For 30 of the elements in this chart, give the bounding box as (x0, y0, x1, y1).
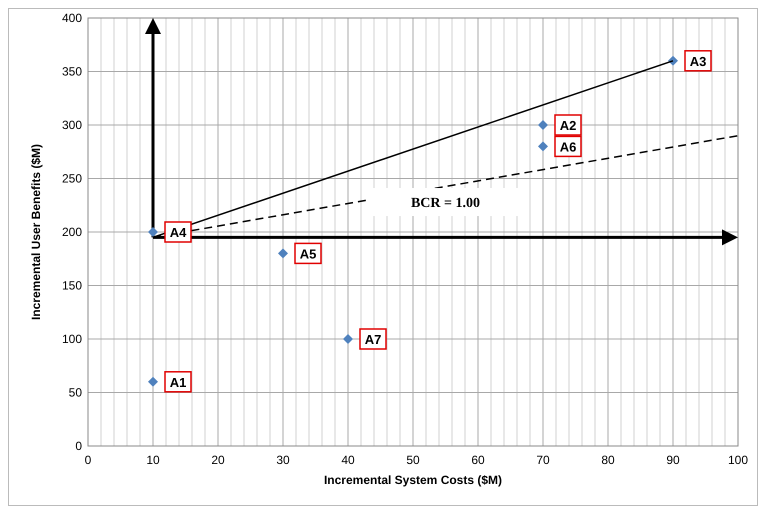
annotation: A7 (364, 332, 382, 347)
annotation: A5 (300, 246, 316, 262)
x-tick-label: 80 (601, 453, 615, 467)
annotation: A4 (170, 225, 188, 240)
annotation: A2 (560, 118, 576, 133)
y-tick-label: 50 (68, 386, 82, 400)
x-tick-label: 10 (146, 453, 160, 467)
y-tick-label: 300 (62, 118, 82, 132)
y-tick-label: 400 (62, 11, 82, 25)
x-tick-label: 60 (471, 453, 485, 467)
y-tick-label: 350 (62, 64, 82, 78)
x-tick-label: 50 (406, 453, 420, 467)
y-tick-label: 200 (62, 225, 82, 239)
annotation: A1 (170, 374, 186, 390)
y-axis-title: Incremental User Benefits ($M) (29, 144, 43, 320)
x-tick-label: 30 (276, 453, 290, 467)
y-tick-label: 100 (62, 332, 82, 346)
annotation: A6 (560, 139, 576, 154)
x-tick-label: 40 (341, 453, 355, 467)
x-tick-label: 100 (728, 453, 748, 467)
y-tick-label: 150 (62, 278, 82, 292)
y-tick-label: 250 (62, 172, 82, 186)
x-tick-label: 0 (84, 453, 92, 467)
annotation: BCR = 1.00 (410, 196, 480, 212)
x-axis-title: Incremental System Costs ($M) (324, 473, 502, 487)
x-tick-label: 90 (666, 453, 680, 467)
x-tick-label: 70 (536, 453, 550, 467)
annotation: A3 (690, 54, 706, 69)
y-tick-label: 0 (75, 439, 82, 453)
x-tick-label: 20 (211, 453, 225, 467)
